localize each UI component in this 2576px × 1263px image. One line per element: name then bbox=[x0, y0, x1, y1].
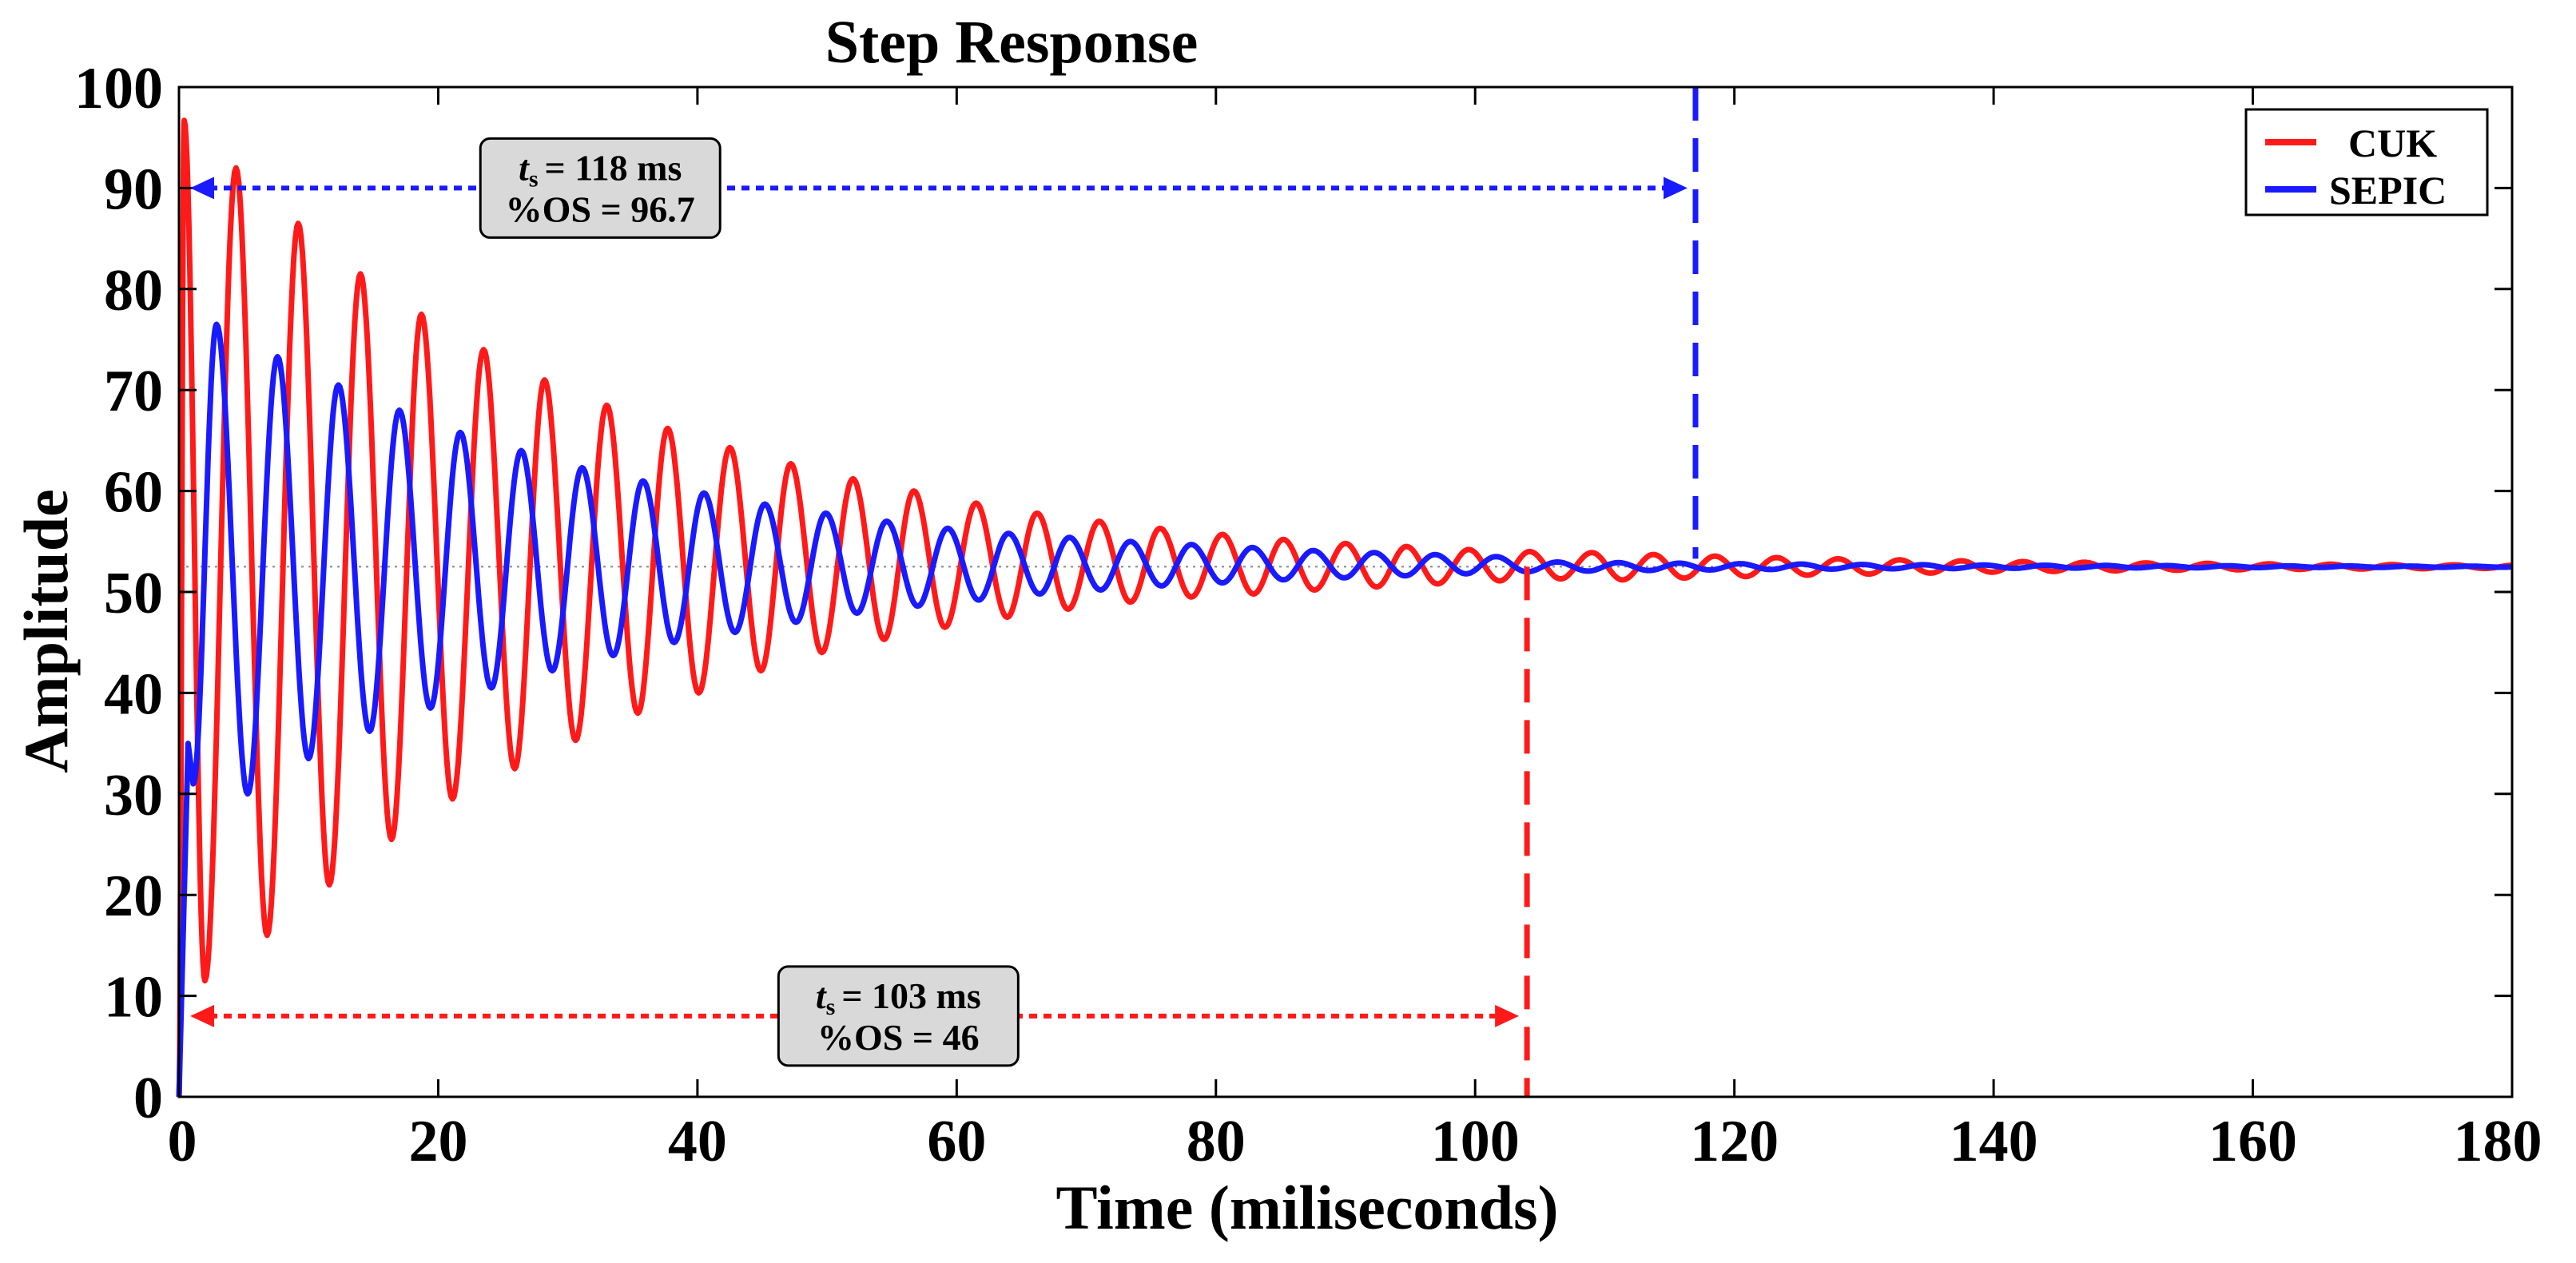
y-tick-label: 20 bbox=[104, 864, 163, 929]
legend: CUK SEPIC bbox=[2244, 108, 2489, 216]
x-tick-label: 0 bbox=[168, 1109, 197, 1174]
x-tick-label: 180 bbox=[2454, 1109, 2542, 1174]
x-tick-label: 120 bbox=[1690, 1109, 1779, 1174]
x-tick-label: 160 bbox=[2208, 1109, 2297, 1174]
legend-label-cuk: CUK bbox=[2348, 121, 2437, 165]
arrowhead-right-cuk bbox=[1495, 1004, 1520, 1027]
series-line-sepic bbox=[176, 321, 2513, 1098]
annotation-settling-value: = 118 ms bbox=[545, 147, 682, 188]
x-tick-label: 40 bbox=[668, 1109, 727, 1174]
annotation-box-sepic bbox=[479, 137, 722, 239]
annotation-os-text-sepic: %OS = 96.7 bbox=[506, 189, 695, 229]
y-tick-label: 100 bbox=[74, 56, 163, 121]
x-tick-labels: 0 20 40 60 80 100 120 140 160 180 bbox=[168, 1109, 2542, 1174]
x-tick-label: 80 bbox=[1187, 1109, 1246, 1174]
y-tick-label: 40 bbox=[104, 661, 163, 727]
x-tick-label: 140 bbox=[1950, 1109, 2038, 1174]
annotation-subscript: s bbox=[826, 994, 836, 1020]
annotation-settling-value: = 103 ms bbox=[841, 975, 980, 1016]
x-tick-label: 100 bbox=[1431, 1109, 1520, 1174]
annotation-t-symbol: t bbox=[816, 975, 827, 1016]
y-tick-label: 50 bbox=[104, 561, 163, 626]
y-tick-label: 90 bbox=[104, 157, 163, 222]
arrowhead-left-sepic bbox=[190, 177, 214, 200]
x-axis-label: Time (miliseconds) bbox=[1055, 1173, 1558, 1242]
annotations: ts = 118 ms%OS = 96.7ts = 103 ms%OS = 46 bbox=[190, 137, 1688, 1067]
annotation-settling-text-sepic: ts = 118 ms bbox=[519, 147, 682, 192]
y-tick-label: 10 bbox=[104, 965, 163, 1031]
annotation-os-text-cuk: %OS = 46 bbox=[817, 1017, 980, 1058]
x-tick-label: 60 bbox=[927, 1109, 986, 1174]
annotation-subscript: s bbox=[529, 165, 539, 192]
y-tick-label: 80 bbox=[104, 258, 163, 324]
y-tick-label: 60 bbox=[104, 460, 163, 526]
chart-title: Step Response bbox=[825, 9, 1199, 76]
annotation-settling-text-cuk: ts = 103 ms bbox=[816, 975, 981, 1020]
tick-marks bbox=[177, 85, 2514, 1098]
y-tick-label: 0 bbox=[133, 1066, 163, 1131]
annotation-box-cuk bbox=[777, 965, 1020, 1067]
y-tick-label: 70 bbox=[104, 359, 163, 424]
series-group bbox=[176, 117, 2513, 1098]
arrowhead-right-sepic bbox=[1664, 177, 1688, 200]
settling-markers bbox=[1524, 87, 1699, 1097]
arrowhead-left-cuk bbox=[190, 1004, 214, 1027]
series-line-cuk bbox=[176, 117, 2513, 1098]
legend-box bbox=[2244, 108, 2489, 216]
y-tick-label: 30 bbox=[104, 763, 163, 828]
annotation-t-symbol: t bbox=[519, 147, 530, 188]
x-tick-label: 20 bbox=[408, 1109, 467, 1174]
y-axis-label: Amplitude bbox=[11, 489, 81, 772]
legend-label-sepic: SEPIC bbox=[2329, 168, 2447, 212]
y-tick-labels: 0 10 20 30 40 50 60 70 80 90 100 bbox=[74, 56, 163, 1131]
